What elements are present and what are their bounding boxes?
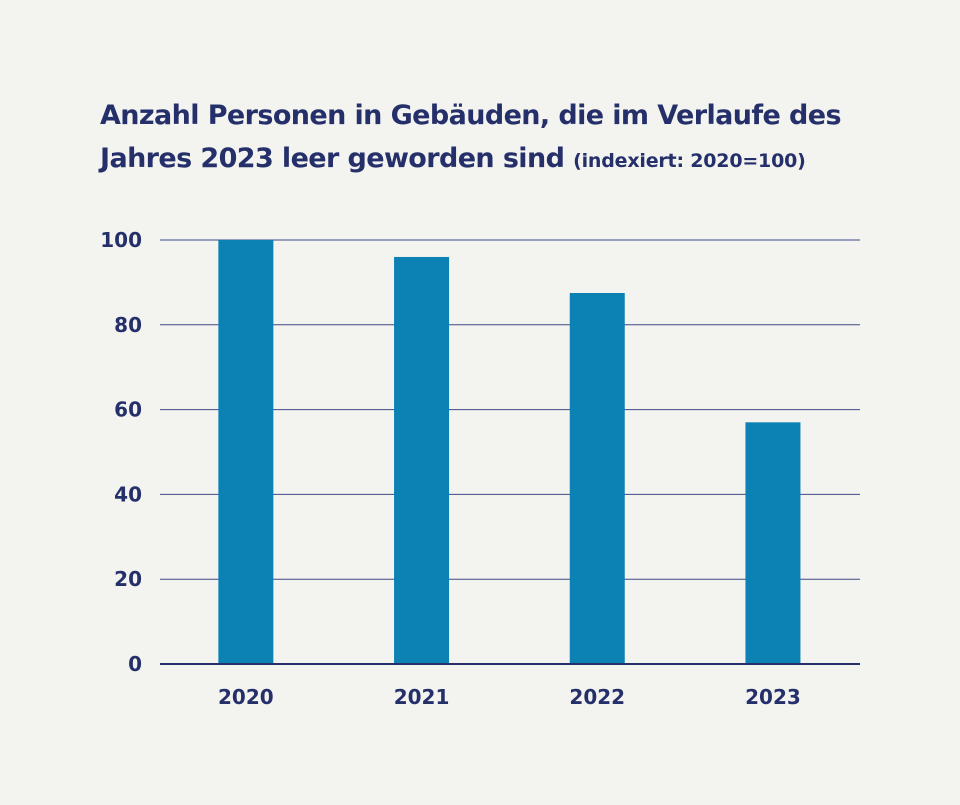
- x-tick-label-2021: 2021: [394, 685, 450, 709]
- y-tick-label-0: 0: [128, 652, 142, 676]
- y-tick-label-100: 100: [100, 228, 142, 252]
- y-tick-label-60: 60: [114, 398, 142, 422]
- y-tick-label-20: 20: [114, 567, 142, 591]
- chart-title-line-2-text: Jahres 2023 leer geworden sind: [100, 143, 565, 174]
- chart-title-line-2: Jahres 2023 leer geworden sind (indexier…: [100, 137, 900, 183]
- x-axis-tick-labels: 2020 2021 2022 2023: [218, 685, 801, 709]
- bar-2021: [394, 256, 450, 664]
- x-tick-label-2020: 2020: [218, 685, 274, 709]
- bar-2022: [569, 293, 625, 664]
- y-axis-tick-labels: 0 20 40 60 80 100: [100, 228, 142, 676]
- gridlines: [160, 239, 860, 580]
- bar-2020: [218, 240, 274, 664]
- chart-subtitle: (indexiert: 2020=100): [573, 150, 806, 172]
- bars: [218, 240, 801, 664]
- y-tick-label-80: 80: [114, 313, 142, 337]
- x-tick-label-2022: 2022: [569, 685, 625, 709]
- y-tick-label-40: 40: [114, 482, 142, 506]
- chart-title-line-1: Anzahl Personen in Gebäuden, die im Verl…: [100, 100, 842, 131]
- chart-title: Anzahl Personen in Gebäuden, die im Verl…: [100, 94, 900, 183]
- x-tick-label-2023: 2023: [745, 685, 801, 709]
- bar-2023: [745, 422, 801, 664]
